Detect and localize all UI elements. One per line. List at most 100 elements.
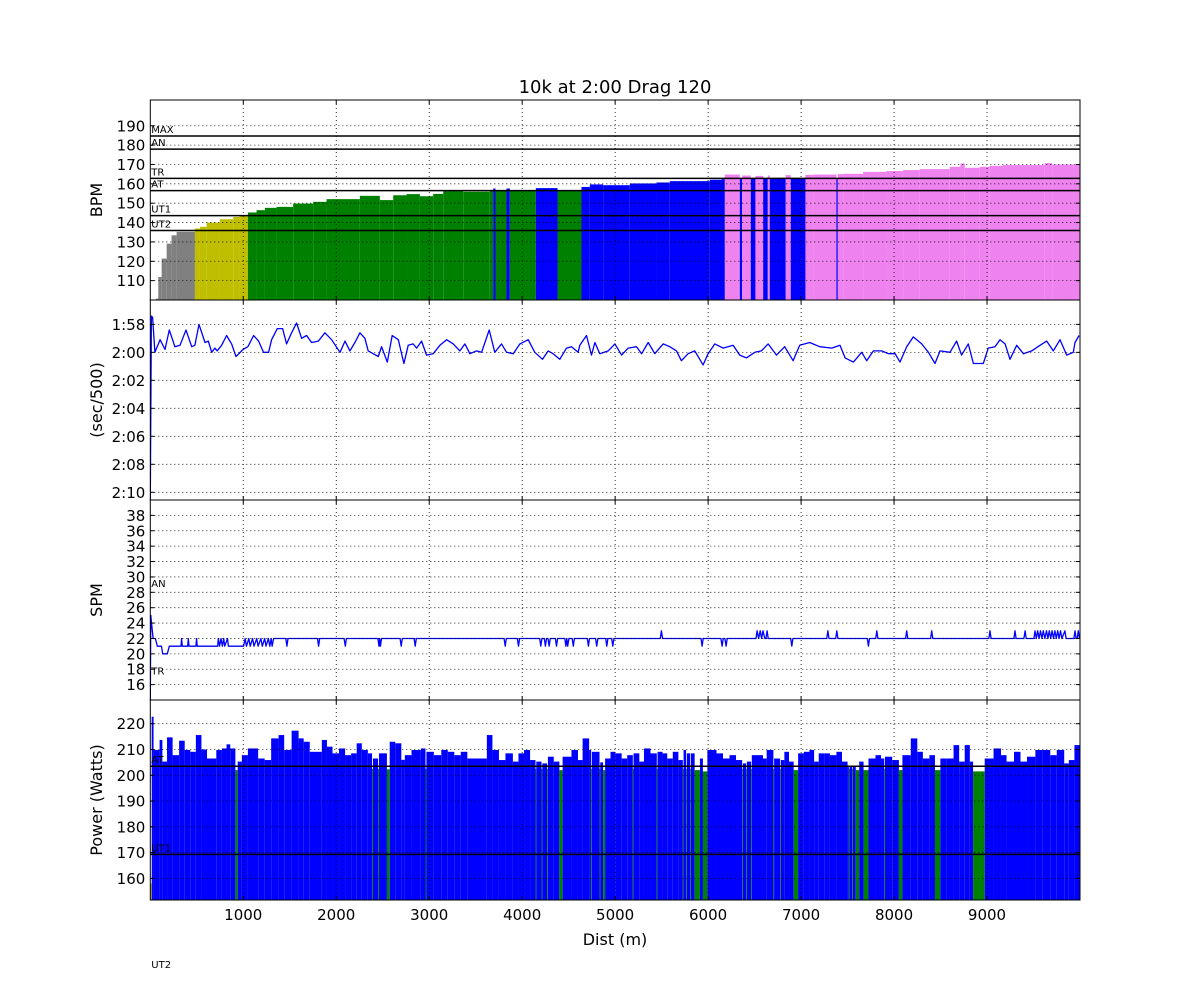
data-bar — [506, 188, 510, 300]
data-bar — [903, 170, 920, 300]
x-tick-label: 3000 — [410, 906, 448, 924]
data-bar — [690, 768, 691, 900]
y-axis-label: (sec/500) — [87, 362, 106, 437]
data-bar — [767, 175, 770, 300]
data-bar — [724, 174, 740, 300]
data-bar — [884, 768, 886, 900]
data-bar — [492, 750, 499, 900]
data-bar — [372, 758, 379, 900]
y-tick-label: 210 — [117, 741, 146, 759]
data-bar — [411, 750, 421, 900]
data-bar — [922, 758, 930, 900]
data-line — [150, 614, 1081, 700]
data-bar — [441, 750, 448, 900]
data-bar — [524, 750, 531, 900]
x-tick-label: 1000 — [224, 906, 262, 924]
y-tick-label: 16 — [126, 676, 145, 694]
data-bar — [813, 174, 837, 300]
y-tick-label: 2:02 — [112, 372, 146, 390]
data-bar — [559, 770, 563, 900]
y-tick-label: 32 — [126, 553, 145, 571]
data-bar — [293, 203, 314, 300]
data-bar — [264, 207, 277, 300]
data-bar — [505, 753, 513, 900]
data-bar — [345, 755, 352, 900]
data-bar — [153, 750, 160, 900]
data-bar — [755, 175, 764, 300]
data-bar — [709, 179, 722, 300]
data-bar — [278, 735, 285, 900]
data-bar — [848, 768, 850, 900]
data-bar — [780, 768, 781, 900]
zone-label-max: MAX — [151, 125, 173, 136]
data-bar — [420, 748, 426, 900]
data-bar — [155, 298, 159, 300]
data-bar — [852, 768, 854, 900]
zone-label-tr: TR — [150, 167, 164, 178]
x-tick-label: 9000 — [968, 906, 1006, 924]
data-bar — [707, 750, 717, 900]
zone-label-at: AT — [151, 755, 164, 766]
data-bar — [406, 194, 420, 300]
data-bar — [672, 751, 679, 900]
zone-label-ut2: UT2 — [151, 960, 171, 971]
y-tick-label: 180 — [117, 818, 146, 836]
data-bar — [600, 762, 604, 900]
data-bar — [742, 763, 747, 900]
data-bar — [367, 753, 373, 900]
data-bar — [184, 750, 191, 900]
data-bar — [784, 751, 790, 900]
data-bar — [298, 738, 304, 900]
data-bar — [633, 753, 640, 900]
data-bar — [1035, 750, 1043, 900]
data-bar — [829, 755, 837, 900]
y-tick-label: 2:06 — [112, 428, 146, 446]
data-bar — [351, 753, 357, 900]
y-tick-label: 170 — [117, 844, 146, 862]
data-bar — [1020, 761, 1028, 900]
data-bar — [852, 765, 856, 900]
data-bar — [557, 190, 582, 300]
data-bar — [486, 735, 493, 900]
data-bar — [789, 761, 794, 900]
y-tick-label: 34 — [126, 538, 145, 556]
data-bar — [973, 771, 985, 900]
data-bar — [959, 761, 965, 900]
data-bar — [541, 768, 543, 900]
data-bar — [847, 765, 849, 900]
data-bar — [589, 750, 592, 900]
data-bar — [271, 738, 279, 900]
data-bar — [769, 178, 786, 300]
data-bar — [662, 753, 668, 900]
data-bar — [603, 185, 630, 300]
y-tick-label: 170 — [117, 156, 146, 174]
data-bar — [946, 758, 954, 900]
plot-area — [150, 315, 1080, 500]
y-axis-label: BPM — [87, 183, 106, 217]
data-bar — [686, 753, 691, 900]
data-bar — [859, 761, 864, 900]
data-bar — [321, 739, 327, 900]
data-bar — [656, 182, 670, 300]
x-tick-label: 7000 — [782, 906, 820, 924]
data-bar — [993, 748, 1001, 900]
data-bar — [535, 768, 537, 900]
data-bar — [404, 755, 412, 900]
x-tick-label: 6000 — [689, 906, 727, 924]
data-bar — [875, 755, 882, 900]
data-bar — [199, 226, 207, 300]
zone-label-tr: TR — [150, 667, 164, 678]
data-bar — [291, 730, 299, 900]
data-bar — [639, 761, 644, 900]
data-bar — [233, 216, 240, 300]
data-bar — [766, 750, 774, 900]
zone-label-an: AN — [151, 579, 165, 590]
plot-area — [150, 716, 1080, 900]
zone-label-ut1: UT1 — [151, 205, 171, 216]
data-bar — [785, 175, 791, 300]
data-bar — [247, 748, 259, 900]
y-tick-label: 220 — [117, 715, 146, 733]
data-bar — [1064, 763, 1069, 900]
